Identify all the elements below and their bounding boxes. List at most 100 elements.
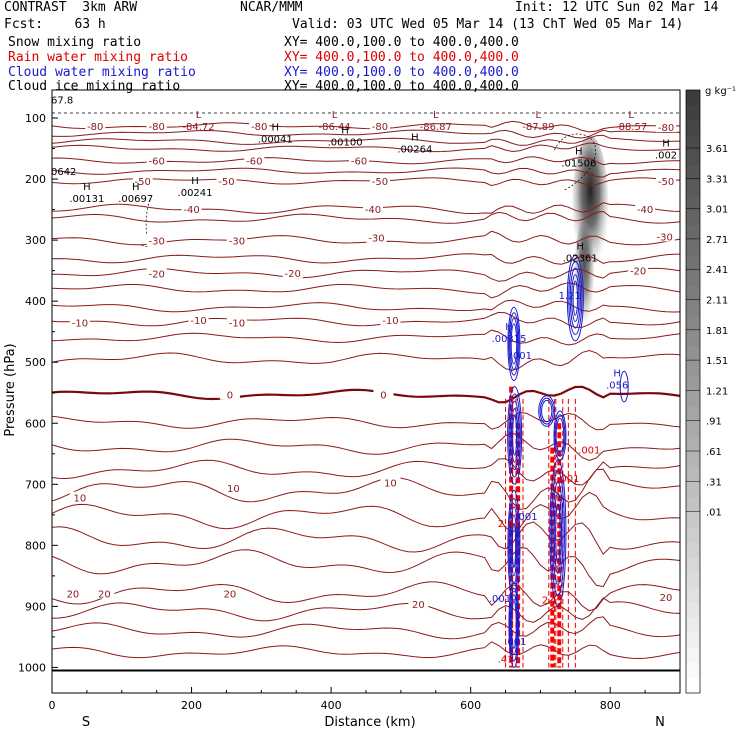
cloud-water-contour [510,594,518,656]
organization-label: NCAR/MMM [240,0,303,15]
cloud-water-contour [510,408,519,463]
y-tick-label: 200 [25,173,46,186]
extremum-value: -86.44 [318,122,350,133]
temperature-contour [52,547,680,588]
extremum-value: -88.57 [615,122,647,133]
contour-label-bg [146,119,167,131]
contour-label: -40 [637,205,653,216]
temperature-contour [52,385,680,404]
extremum-value: -84.72 [182,122,214,133]
cloud-water-contour [553,410,567,461]
edge-label: 67.8 [51,96,73,107]
colorbar-frame [685,89,701,694]
colorbar-segment [686,135,700,151]
colorbar-label: 1.51 [706,356,728,367]
colorbar-segment [686,512,700,528]
contour-label: -50 [135,177,151,188]
colorbar-segment [686,165,700,181]
cloud-water-contour [509,587,519,662]
temperature-contour [52,468,680,511]
contour-label: -60 [351,157,367,168]
contour-label-bg [181,202,202,214]
temperature-contour [52,210,680,224]
colorbar-segment [686,225,700,242]
contour-label-bg [249,119,270,131]
rain-water-label: 2.11 [542,596,564,607]
temperature-contour [52,282,680,299]
temperature-contour [52,581,680,612]
north-label: N [655,715,665,730]
colorbar-segment [686,240,700,257]
cloud-water-contour [512,415,518,456]
x-tick-label: 600 [460,699,481,712]
colorbar-segment [686,572,700,588]
cloud-ice-shading [574,220,595,331]
contour-label-bg [219,388,240,400]
cloud-water-contour [552,481,564,585]
contour-label: 20 [412,600,425,611]
colorbar-segment [686,195,700,212]
contour-label: 10 [227,484,240,495]
extremum-value: .00315 [492,334,527,345]
cloud-water-contour [539,397,554,425]
cloud-water-contour [572,280,579,316]
colorbar-segment [686,316,700,332]
colorbar-segment [686,255,700,272]
contour-label-bg [62,587,83,599]
temperature-contour [52,120,680,133]
temperature-contour [52,521,680,555]
temperature-contour [52,458,680,486]
field-cloudwater-name: Cloud water mixing ratio [8,65,196,80]
x-tick-label: 0 [49,699,56,712]
contour-label-bg [146,234,167,246]
contour-label-bg [244,154,265,166]
y-tick-label: 800 [25,539,46,552]
contour-label-bg [223,481,244,493]
contour-label-bg [656,121,677,133]
contour-label-bg [656,591,677,603]
cloud-water-contour [571,274,580,323]
extremum-symbol: H [83,182,91,193]
colorbar-label: 2.11 [706,296,728,307]
extremum-symbol: H [132,182,140,193]
colorbar-label: 2.71 [706,235,728,246]
field-rain-xy: XY= 400.0,100.0 to 400.0,400.0 [284,50,519,65]
colorbar-segment [686,120,700,136]
contour-label-bg [366,231,387,243]
colorbar-segment [686,346,700,362]
colorbar-segment [686,466,700,483]
extremum-value: -86.87 [420,122,452,133]
contour-label-bg [146,154,167,166]
rain-water-label: 2.41 [498,519,520,530]
extremum-symbol: H [191,176,199,187]
contour-label: 20 [224,590,237,601]
colorbar-label: 1.21 [706,386,728,397]
extremum-symbol: L [628,110,634,121]
contour-label-bg [69,491,90,503]
cloud-water-contour [568,261,583,335]
cloud-water-contour [509,506,519,585]
forecast-hour: Fcst: 63 h [4,17,106,32]
contour-label: -10 [382,316,398,327]
colorbar-segment [686,391,700,408]
extremum-value: .02361 [563,253,598,264]
snow-contour [554,133,596,191]
colorbar-segment [686,557,700,573]
colorbar-unit: g kg⁻¹ [705,86,736,97]
colorbar-label: .01 [706,508,722,519]
y-tick-label: 900 [25,600,46,613]
edge-label: 0642 [51,167,76,178]
cloud-water-contour [549,459,567,607]
contour-label-bg [132,174,153,186]
cloud-water-label: .001 [510,351,532,362]
contour-label: -30 [368,234,384,245]
colorbar-segment [686,527,700,543]
y-tick-label: 100 [25,112,46,125]
x-axis-label: Distance (km) [324,715,415,730]
cloud-water-contour [510,323,518,365]
cloud-water-contour [508,581,520,668]
extremum-symbol: H [613,368,621,379]
extremum-value: .00264 [397,145,432,156]
colorbar-segment [686,301,700,317]
contour-label: -50 [218,177,234,188]
